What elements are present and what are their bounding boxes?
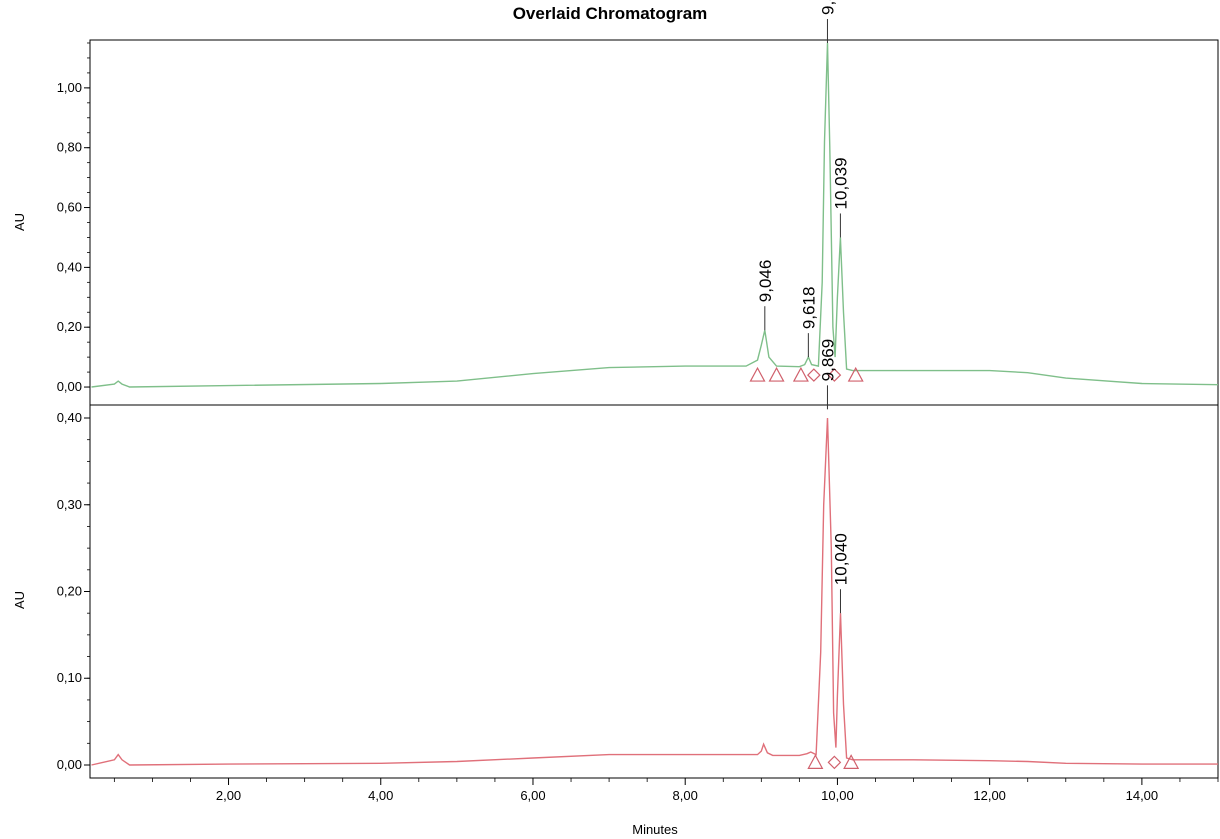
bottom-trace <box>91 417 1218 766</box>
baseline-triangle-marker <box>847 366 864 382</box>
x-tick-label: 8,00 <box>673 788 698 803</box>
x-tick-label: 6,00 <box>520 788 545 803</box>
x-tick-label: 10,00 <box>821 788 854 803</box>
x-tick-label: 14,00 <box>1126 788 1159 803</box>
panel-bottom: 0,00 0,10 0,20 0,30 0,40 AU 9,869 10,040 <box>12 339 1219 779</box>
baseline-diamond-marker <box>827 755 842 770</box>
x-tick-label: 12,00 <box>973 788 1006 803</box>
peak-label: 10,040 <box>831 533 850 585</box>
baseline-triangle-marker <box>843 754 860 769</box>
peak-label: 9,869 <box>818 339 837 382</box>
baseline-diamond-marker <box>827 368 842 382</box>
chart-title: Overlaid Chromatogram <box>512 4 708 23</box>
x-axis: 2,00 4,00 6,00 8,00 10,00 12,00 14,00 <box>113 778 1219 803</box>
peak-label: 10,039 <box>831 157 850 209</box>
y-axis-label: AU <box>12 591 27 609</box>
y-tick-label: 1,00 <box>57 80 82 95</box>
x-tick-label: 4,00 <box>368 788 393 803</box>
y-axis-label: AU <box>12 213 27 231</box>
peak-label: 9,618 <box>799 287 818 330</box>
top-trace <box>91 42 1219 388</box>
x-axis-label: Minutes <box>632 822 678 837</box>
baseline-triangle-marker <box>807 754 824 769</box>
y-tick-label: 0,30 <box>57 497 82 512</box>
y-tick-label: 0,10 <box>57 670 82 685</box>
bottom-plot-frame <box>89 404 1219 779</box>
baseline-triangle-marker <box>768 366 785 382</box>
baseline-triangle-marker <box>749 366 766 382</box>
baseline-triangle-marker <box>792 366 809 382</box>
y-tick-label: 0,00 <box>57 379 82 394</box>
top-plot-frame <box>89 39 1219 406</box>
y-tick-label: 0,20 <box>57 319 82 334</box>
y-tick-label: 0,60 <box>57 200 82 215</box>
peak-label: 9,046 <box>756 260 775 303</box>
peak-label: 9,869 <box>818 0 837 15</box>
y-tick-label: 0,20 <box>57 584 82 599</box>
baseline-diamond-marker <box>806 368 821 382</box>
y-tick-label: 0,00 <box>57 757 82 772</box>
x-tick-label: 2,00 <box>216 788 241 803</box>
y-tick-label: 0,40 <box>57 259 82 274</box>
y-tick-label: 0,80 <box>57 140 82 155</box>
y-tick-label: 0,40 <box>57 410 82 425</box>
panel-top: 0,000,200,400,600,801,00AU9,0469,6189,86… <box>12 0 1219 406</box>
